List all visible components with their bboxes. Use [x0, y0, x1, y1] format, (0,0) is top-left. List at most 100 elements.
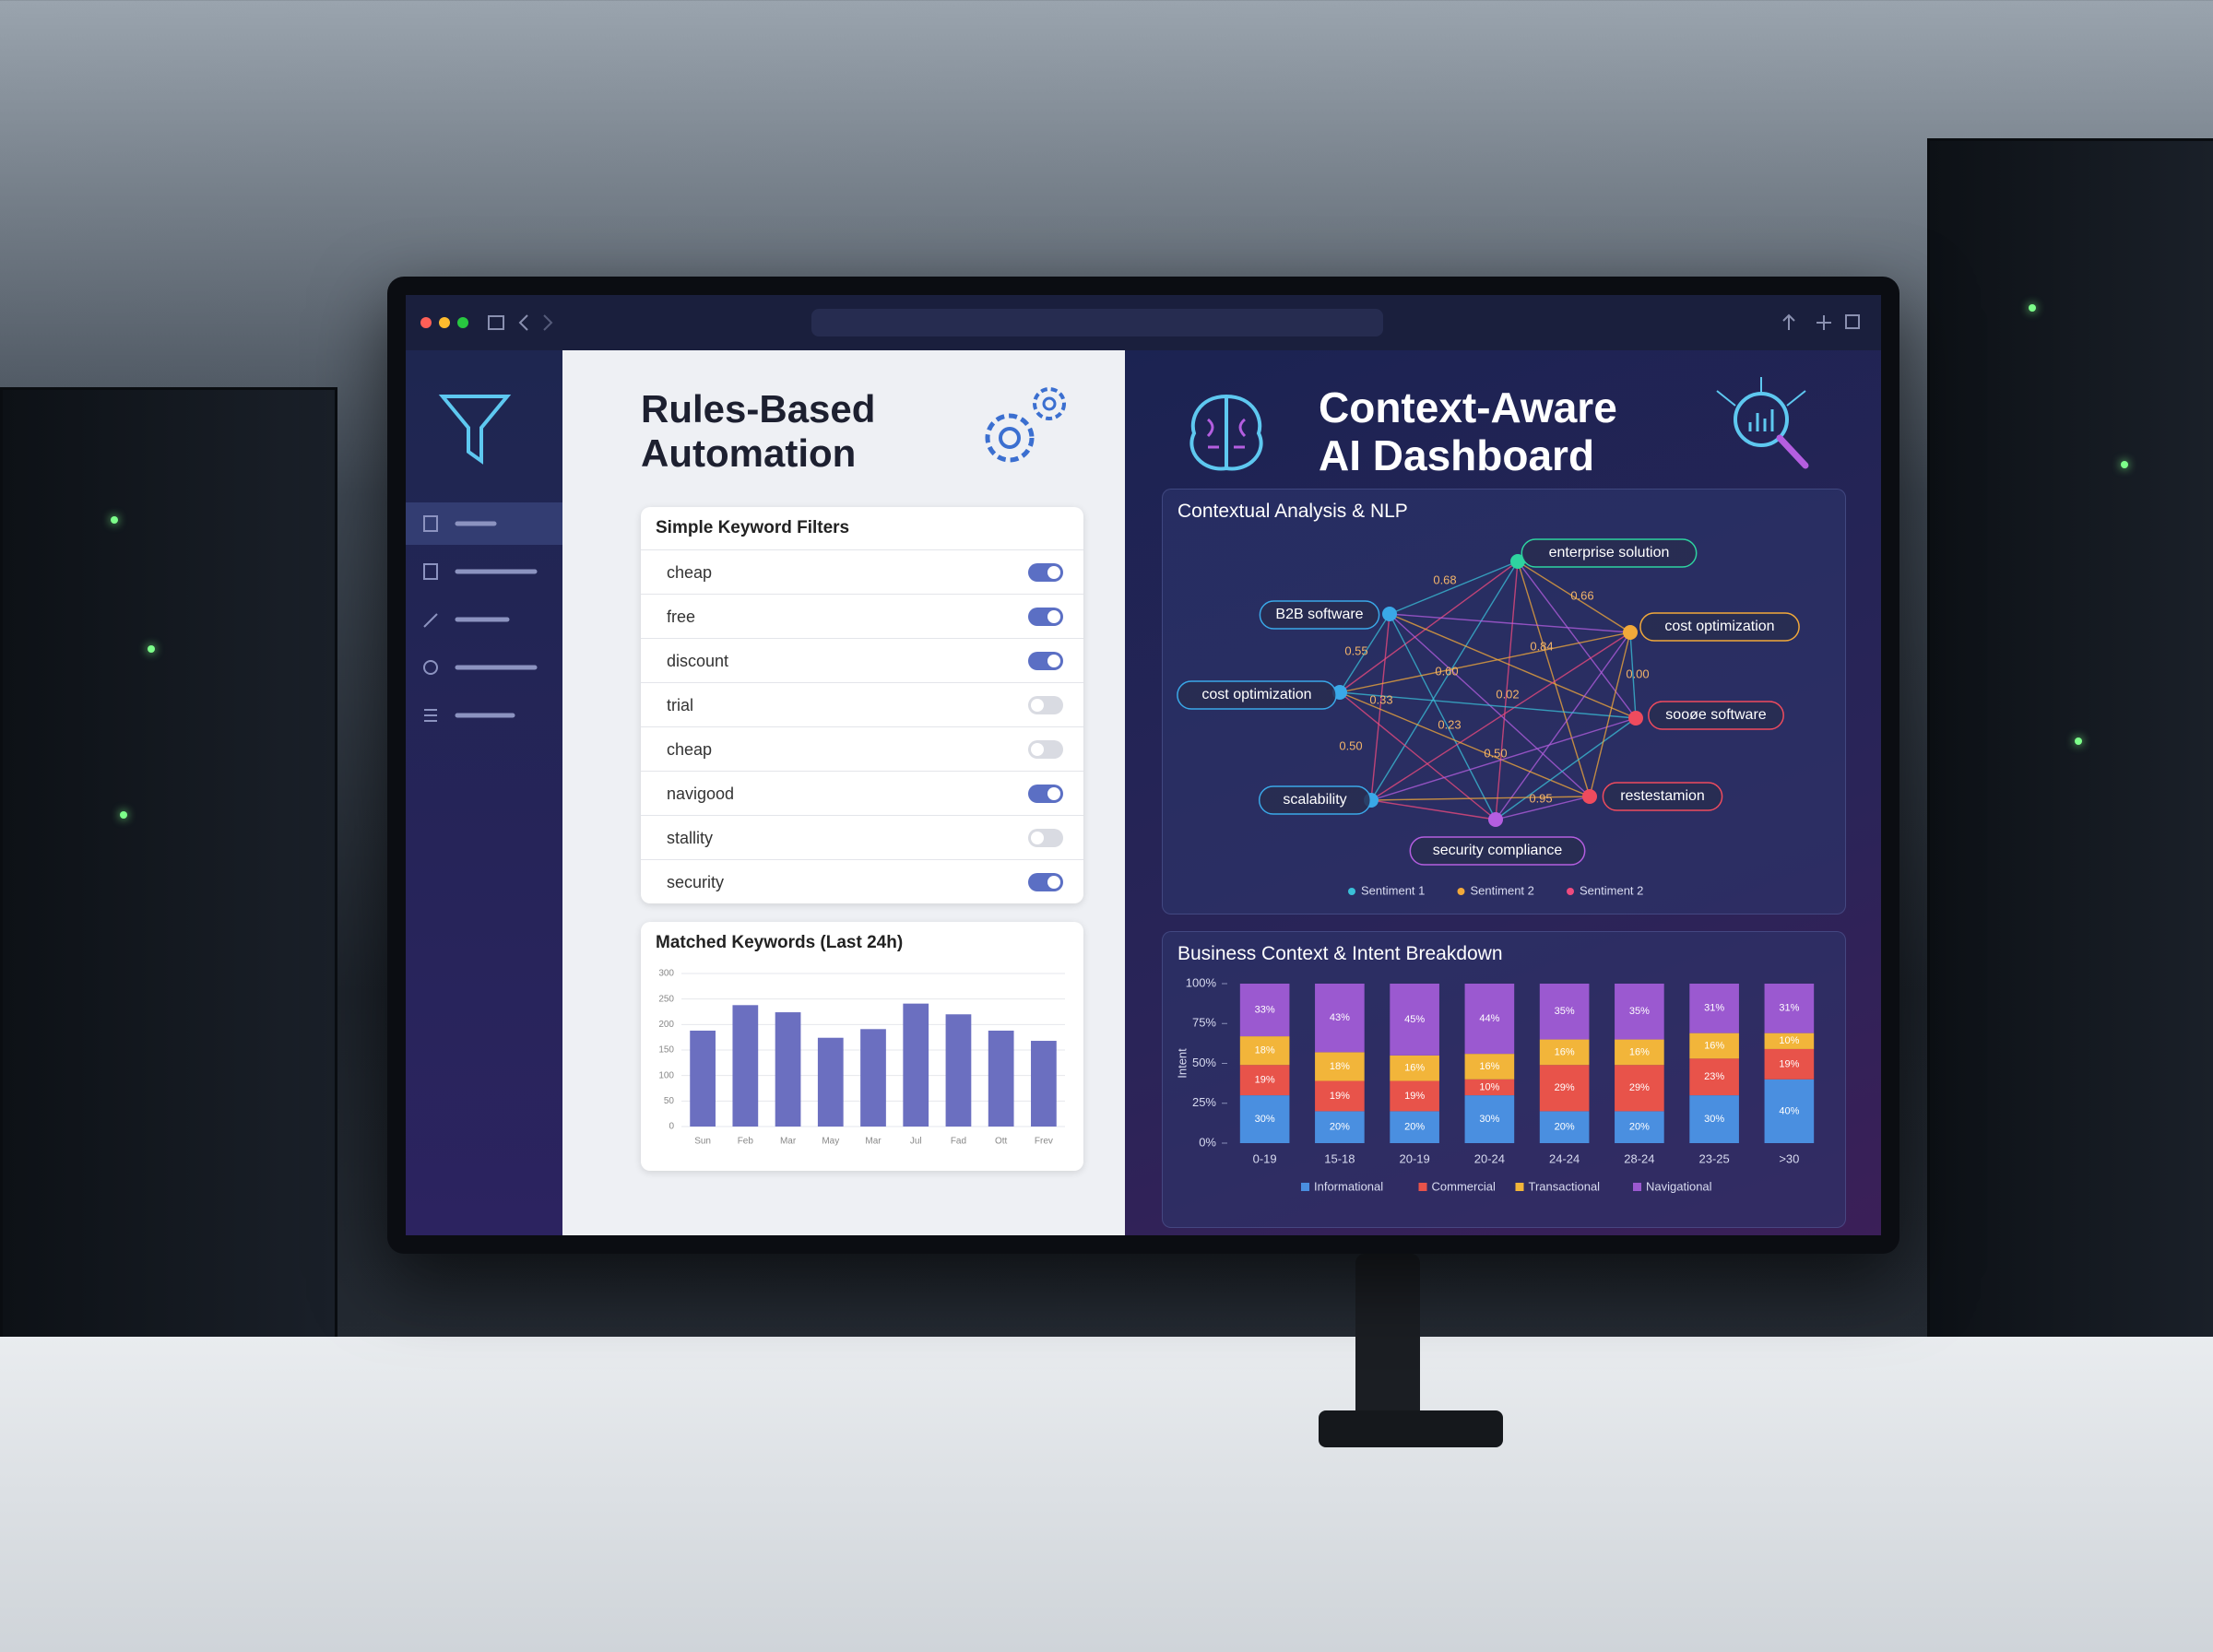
node[interactable]	[1382, 607, 1397, 621]
toggle-knob	[1047, 655, 1060, 667]
node[interactable]	[1623, 625, 1638, 640]
node[interactable]	[1628, 711, 1643, 726]
toggle[interactable]	[1028, 563, 1063, 582]
node[interactable]	[1510, 554, 1525, 569]
edge	[1495, 717, 1637, 820]
node-pill[interactable]	[1409, 836, 1586, 866]
data-label: 33%	[1255, 1004, 1275, 1015]
data-label: 44%	[1479, 1013, 1499, 1024]
filter-row: cheap	[641, 549, 1083, 595]
bar	[690, 1030, 716, 1127]
edge	[1389, 560, 1519, 615]
edge	[1389, 613, 1631, 633]
data-label: 43%	[1330, 1012, 1350, 1023]
node-pill[interactable]	[1639, 612, 1800, 642]
maximize-button[interactable]	[457, 317, 468, 328]
bar-segment	[1689, 1058, 1739, 1096]
data-label: 35%	[1555, 1006, 1575, 1017]
toggle[interactable]	[1028, 740, 1063, 759]
forward-button[interactable]	[543, 314, 553, 331]
toggle[interactable]	[1028, 608, 1063, 626]
toggle[interactable]	[1028, 785, 1063, 803]
address-bar[interactable]	[811, 309, 1383, 336]
minimize-button[interactable]	[439, 317, 450, 328]
toggle[interactable]	[1028, 696, 1063, 714]
filters-card: Simple Keyword Filters cheap free discount…	[641, 507, 1083, 903]
toggle[interactable]	[1028, 873, 1063, 891]
bar	[732, 1005, 759, 1127]
node-pill[interactable]	[1602, 782, 1723, 811]
toolbar-icons	[420, 309, 1860, 336]
rack-led	[120, 811, 127, 819]
edge	[1370, 560, 1519, 801]
node-pill[interactable]	[1258, 785, 1372, 815]
edge	[1370, 717, 1637, 801]
y-axis-label: Intent	[1175, 1048, 1189, 1079]
data-label: 30%	[1479, 1114, 1499, 1125]
node[interactable]	[1488, 812, 1503, 827]
bar	[775, 1012, 801, 1127]
nav-icon	[423, 515, 438, 532]
new-tab-button[interactable]	[1817, 315, 1831, 330]
x-tick-label: 0-19	[1253, 1151, 1277, 1165]
node[interactable]	[1582, 789, 1597, 804]
edge-weight: 0.55	[1344, 643, 1367, 657]
toggle[interactable]	[1028, 829, 1063, 847]
bar-segment	[1615, 984, 1664, 1040]
node-pill[interactable]	[1177, 680, 1337, 710]
nav-icon	[423, 660, 438, 675]
sidebar	[406, 350, 562, 1235]
node-pill[interactable]	[1648, 701, 1784, 730]
node-label: scalability	[1283, 792, 1346, 808]
data-label: 20%	[1330, 1122, 1350, 1133]
filter-label: stallity	[667, 829, 714, 847]
bar-segment	[1615, 1111, 1664, 1143]
node-label: restestamion	[1620, 788, 1705, 804]
node-label: cost optimization	[1664, 619, 1774, 634]
y-tick-label: 50%	[1192, 1056, 1216, 1069]
filter-label: cheap	[667, 740, 713, 759]
data-label: 20%	[1404, 1122, 1425, 1133]
data-label: 30%	[1255, 1114, 1275, 1125]
tabs-button[interactable]	[1845, 314, 1860, 329]
node-pill[interactable]	[1521, 538, 1698, 568]
monitor-base	[1319, 1410, 1503, 1447]
x-tick-label: 28-24	[1624, 1151, 1654, 1165]
bar-segment	[1764, 984, 1815, 1033]
data-label: 16%	[1479, 1061, 1499, 1072]
data-label: 30%	[1704, 1114, 1724, 1125]
rack-led	[2121, 461, 2128, 468]
legend-swatch	[1567, 888, 1574, 895]
close-button[interactable]	[420, 317, 432, 328]
panel-title: Rules-Based Automation	[641, 387, 876, 475]
rack-led	[148, 645, 155, 653]
toggle[interactable]	[1028, 652, 1063, 670]
filter-label: trial	[667, 696, 694, 714]
legend-label: Informational	[1314, 1179, 1383, 1193]
bar-segment	[1239, 1065, 1290, 1096]
card-title: Business Context & Intent Breakdown	[1178, 943, 1503, 964]
data-label: 20%	[1629, 1122, 1650, 1133]
toggle-knob	[1047, 610, 1060, 623]
data-label: 29%	[1555, 1082, 1575, 1093]
toggle-knob	[1047, 566, 1060, 579]
data-label: 29%	[1629, 1082, 1650, 1093]
desk	[0, 1337, 2213, 1652]
analytics-icon	[1716, 377, 1809, 469]
intent-card: Business Context & Intent Breakdown 0% 25…	[1162, 931, 1846, 1228]
x-tick-label: 24-24	[1549, 1151, 1580, 1165]
back-button[interactable]	[518, 314, 528, 331]
share-button[interactable]	[1782, 313, 1795, 330]
bar-segment	[1315, 984, 1365, 1053]
data-label: 16%	[1404, 1063, 1425, 1074]
bar-segment	[1539, 1039, 1590, 1066]
filter-row: stallity	[641, 815, 1083, 860]
brain-icon	[1189, 394, 1263, 471]
bar	[903, 1003, 929, 1127]
filter-label: discount	[667, 652, 729, 670]
node-pill[interactable]	[1259, 600, 1380, 630]
legend-swatch	[1418, 1183, 1427, 1191]
bar-segment	[1239, 1036, 1290, 1066]
sidebar-button[interactable]	[488, 315, 504, 330]
